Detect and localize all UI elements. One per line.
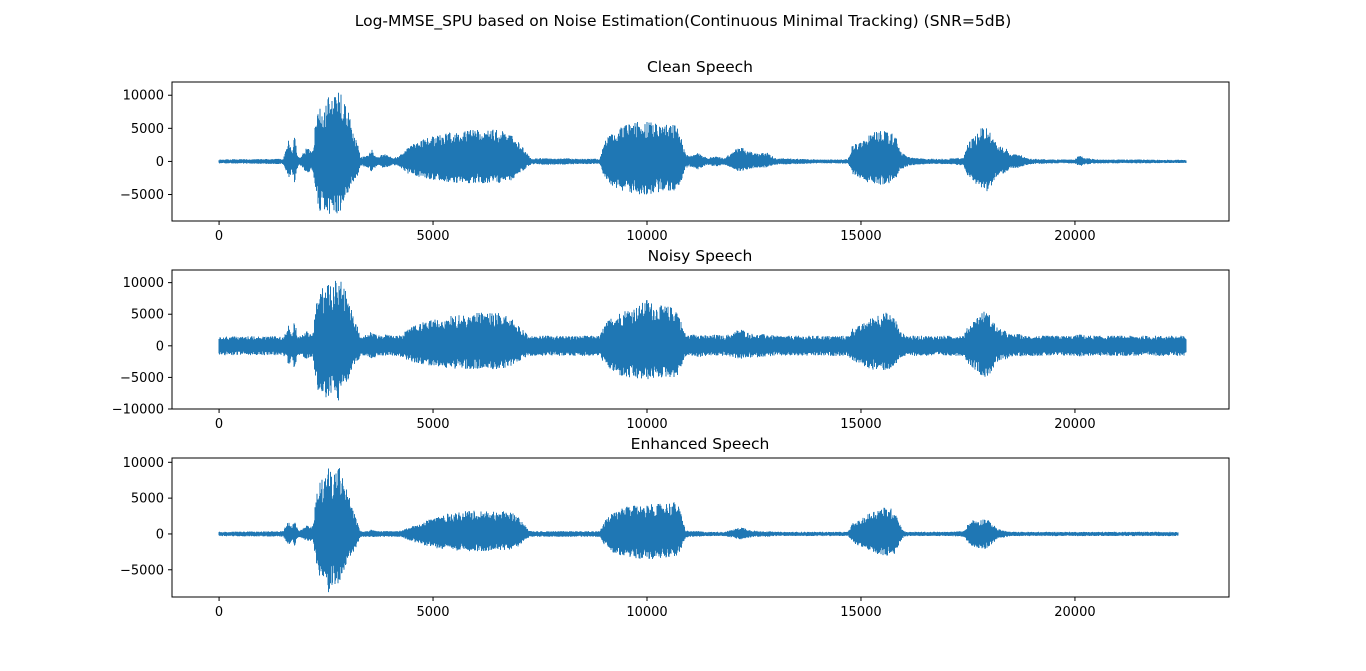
y-tick-label: −5000 (120, 563, 164, 578)
y-tick-label: −5000 (120, 371, 164, 386)
x-tick-label: 10000 (626, 605, 667, 620)
axes-frame (171, 81, 1230, 222)
y-tick-label: 10000 (123, 456, 164, 471)
subplot-enhanced-speech: Enhanced Speech 0 5000 10000 15000 20000 −500… (120, 435, 1230, 620)
x-tick-label: 0 (215, 229, 223, 244)
subplot-noisy-speech: Noisy Speech 0 5000 10000 15000 20000 −10000 −… (112, 247, 1230, 432)
x-tick-label: 15000 (840, 605, 881, 620)
x-tick-label: 20000 (1054, 417, 1095, 432)
y-tick-label: 10000 (123, 89, 164, 104)
x-tick-label: 5000 (416, 229, 449, 244)
axes-frame (171, 269, 1230, 410)
y-tick-label: 5000 (131, 308, 164, 323)
subplot-title-clean: Clean Speech (647, 58, 753, 76)
y-tick-label: 10000 (123, 276, 164, 291)
axes-frame (171, 457, 1230, 598)
x-tick-label: 15000 (840, 229, 881, 244)
x-tick-label: 5000 (416, 605, 449, 620)
x-tick-label: 10000 (626, 417, 667, 432)
figure-suptitle: Log-MMSE_SPU based on Noise Estimation(C… (355, 12, 1012, 31)
y-tick-label: −10000 (112, 403, 164, 418)
y-tick-label: 5000 (131, 122, 164, 137)
plot-area-enhanced: 0 5000 10000 15000 20000 −5000 0 5000 10000 (120, 456, 1230, 620)
x-tick-label: 15000 (840, 417, 881, 432)
waveform-series (218, 92, 1187, 214)
y-tick-label: 0 (156, 155, 164, 170)
y-tick-label: 5000 (131, 492, 164, 507)
subplot-title-enhanced: Enhanced Speech (631, 435, 770, 453)
x-tick-label: 5000 (416, 417, 449, 432)
x-tick-label: 0 (215, 417, 223, 432)
waveform-series (218, 280, 1187, 401)
y-tick-label: 0 (156, 339, 164, 354)
x-tick-label: 20000 (1054, 229, 1095, 244)
plot-area-clean: 0 5000 10000 15000 20000 −5000 0 5000 10000 (120, 81, 1230, 244)
subplot-title-noisy: Noisy Speech (648, 247, 753, 265)
plot-area-noisy: 0 5000 10000 15000 20000 −10000 −5000 0 5000 1000… (112, 269, 1230, 432)
waveform-series (218, 468, 1179, 593)
y-tick-label: −5000 (120, 188, 164, 203)
subplot-clean-speech: Clean Speech 0 5000 10000 15000 20000 −5000 0 5… (120, 58, 1230, 244)
x-tick-label: 20000 (1054, 605, 1095, 620)
y-tick-label: 0 (156, 527, 164, 542)
x-tick-label: 10000 (626, 229, 667, 244)
x-tick-label: 0 (215, 605, 223, 620)
